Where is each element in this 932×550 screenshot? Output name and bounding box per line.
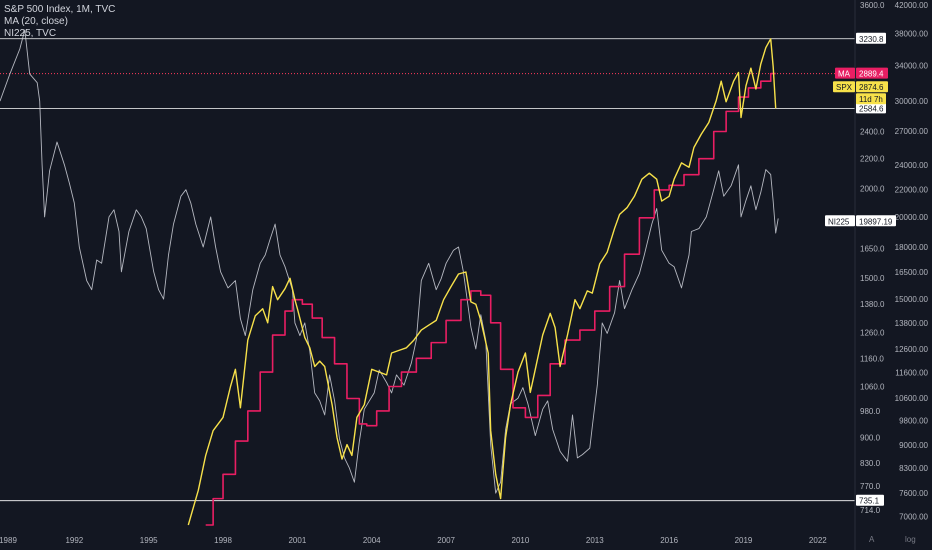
y-tick-label-left: 1260.0 — [860, 329, 885, 338]
hline-tag-3230-8-text: 3230.8 — [859, 35, 884, 44]
price-tag-ma-value-bg — [856, 67, 888, 79]
y-tick-label-right: 27000.00 — [895, 127, 929, 136]
price-tag-spx-value-text: 2874.6 — [859, 83, 884, 92]
x-tick-label: 2007 — [437, 536, 455, 545]
x-tick-label: 2013 — [586, 536, 604, 545]
y-tick-label-right: 15000.00 — [895, 295, 929, 304]
price-tag-spx-label: SPX — [833, 81, 855, 93]
price-tags: 3230.8 2584.6 735.1 MA 2889.4 SPX 2874.6 11d 7h… — [825, 32, 896, 506]
price-tag-ni225-value: 19897.19 — [856, 215, 896, 227]
legend-ma[interactable]: MA (20, close) — [4, 16, 68, 27]
y-tick-label-right: 18000.00 — [895, 243, 929, 252]
hline-tag-2584-6: 2584.6 — [856, 102, 886, 114]
y-tick-label-right: 9000.00 — [899, 441, 928, 450]
price-tag-ni225-label-text: NI225 — [828, 217, 850, 226]
log-scale-button[interactable]: log — [905, 535, 916, 544]
x-axis: 1989 1992 1995 1998 2001 2004 2007 2010 2013 2016… — [0, 536, 827, 545]
legend: S&P 500 Index, 1M, TVC MA (20, close) NI… — [4, 4, 115, 40]
y-tick-label-right: 16500.00 — [895, 268, 929, 277]
y-tick-label-right: 34000.00 — [895, 61, 929, 70]
y-tick-label-left: 3600.0 — [860, 1, 885, 10]
y-tick-label-left: 1650.0 — [860, 244, 885, 253]
price-tag-ni225-value-bg — [856, 215, 896, 227]
price-tag-ma-label-bg — [835, 67, 855, 79]
price-tag-countdown: 11d 7h — [856, 93, 886, 105]
y-tick-label-right: 9800.00 — [899, 417, 928, 426]
x-tick-label: 2016 — [660, 536, 678, 545]
series-line-spx — [187, 38, 777, 526]
price-tag-spx-label-text: SPX — [836, 83, 853, 92]
y-tick-label-right: 8300.00 — [899, 464, 928, 473]
price-tag-countdown-text: 11d 7h — [859, 95, 883, 104]
horizontal-lines — [0, 38, 855, 502]
y-tick-label-right: 12600.00 — [895, 345, 929, 354]
price-tag-ma-value: 2889.4 — [856, 67, 888, 79]
hline-tag-735-1-bg — [856, 494, 884, 506]
price-tag-ni225-value-text: 19897.19 — [859, 217, 893, 226]
y-tick-label-left: 2200.0 — [860, 155, 885, 164]
y-tick-label-left: 2400.0 — [860, 128, 885, 137]
y-axis-right: 42000.00 38000.00 34000.00 30000.00 27000.00… — [854, 0, 929, 550]
y-tick-label-right: 10600.00 — [895, 394, 929, 403]
hline-tag-2584-6-text: 2584.6 — [859, 104, 884, 113]
x-tick-label: 1998 — [214, 536, 232, 545]
price-tag-ni225-label: NI225 — [825, 215, 855, 227]
x-tick-label: 2019 — [735, 536, 753, 545]
y-tick-label-right: 7600.00 — [899, 489, 928, 498]
x-tick-label: 1992 — [65, 536, 83, 545]
price-tag-ma-label: MA — [835, 67, 855, 79]
x-tick-label: 1995 — [140, 536, 158, 545]
y-tick-label-left: 900.0 — [860, 434, 881, 443]
series-layer — [0, 29, 779, 526]
y-tick-label-left: 770.0 — [860, 482, 881, 491]
price-tag-ma-label-text: MA — [838, 70, 851, 79]
hline-tag-3230-8: 3230.8 — [856, 32, 886, 44]
y-tick-label-left: 830.0 — [860, 459, 881, 468]
x-tick-label: 2010 — [512, 536, 530, 545]
y-tick-label-right: 38000.00 — [895, 30, 929, 39]
x-tick-label: 2001 — [288, 536, 306, 545]
hline-tag-735-1: 735.1 — [856, 494, 884, 506]
series-line-ma — [205, 72, 776, 526]
y-tick-label-left: 980.0 — [860, 407, 881, 416]
y-tick-label-right: 24000.00 — [895, 161, 929, 170]
y-tick-label-right: 11600.00 — [895, 368, 928, 377]
price-tag-spx-value-bg — [856, 81, 888, 93]
y-tick-label-right: 7000.00 — [899, 513, 928, 522]
price-tag-ni225-label-bg — [825, 215, 855, 227]
price-tag-spx-value: 2874.6 — [856, 81, 888, 93]
auto-scale-button[interactable]: A — [869, 535, 875, 544]
x-tick-label: 1989 — [0, 536, 17, 545]
y-tick-label-right: 20000.00 — [895, 213, 929, 222]
legend-compare[interactable]: NI225, TVC — [4, 28, 57, 39]
y-tick-label-right: 13800.00 — [895, 319, 929, 328]
y-tick-label-right: 22000.00 — [895, 186, 929, 195]
hline-tag-2584-6-bg — [856, 102, 886, 114]
y-tick-label-right: 42000.00 — [895, 1, 929, 10]
series-line-ni225 — [0, 29, 779, 494]
price-tag-ma-value-text: 2889.4 — [859, 70, 884, 79]
y-tick-label-right: 30000.00 — [895, 97, 929, 106]
hline-tag-735-1-text: 735.1 — [859, 497, 880, 506]
y-tick-label-left: 1380.0 — [860, 300, 885, 309]
x-tick-label: 2004 — [363, 536, 381, 545]
y-tick-label-left: 2000.0 — [860, 184, 885, 193]
hline-tag-3230-8-bg — [856, 32, 886, 44]
price-tag-countdown-bg — [856, 93, 886, 105]
y-tick-label-left: 1160.0 — [860, 354, 884, 363]
legend-main-title[interactable]: S&P 500 Index, 1M, TVC — [4, 4, 116, 15]
x-tick-label: 2022 — [809, 536, 827, 545]
price-tag-spx-label-bg — [833, 81, 855, 93]
y-tick-label-left: 714.0 — [860, 506, 881, 515]
y-tick-label-left: 1500.0 — [860, 274, 885, 283]
y-tick-label-left: 1060.0 — [860, 382, 885, 391]
